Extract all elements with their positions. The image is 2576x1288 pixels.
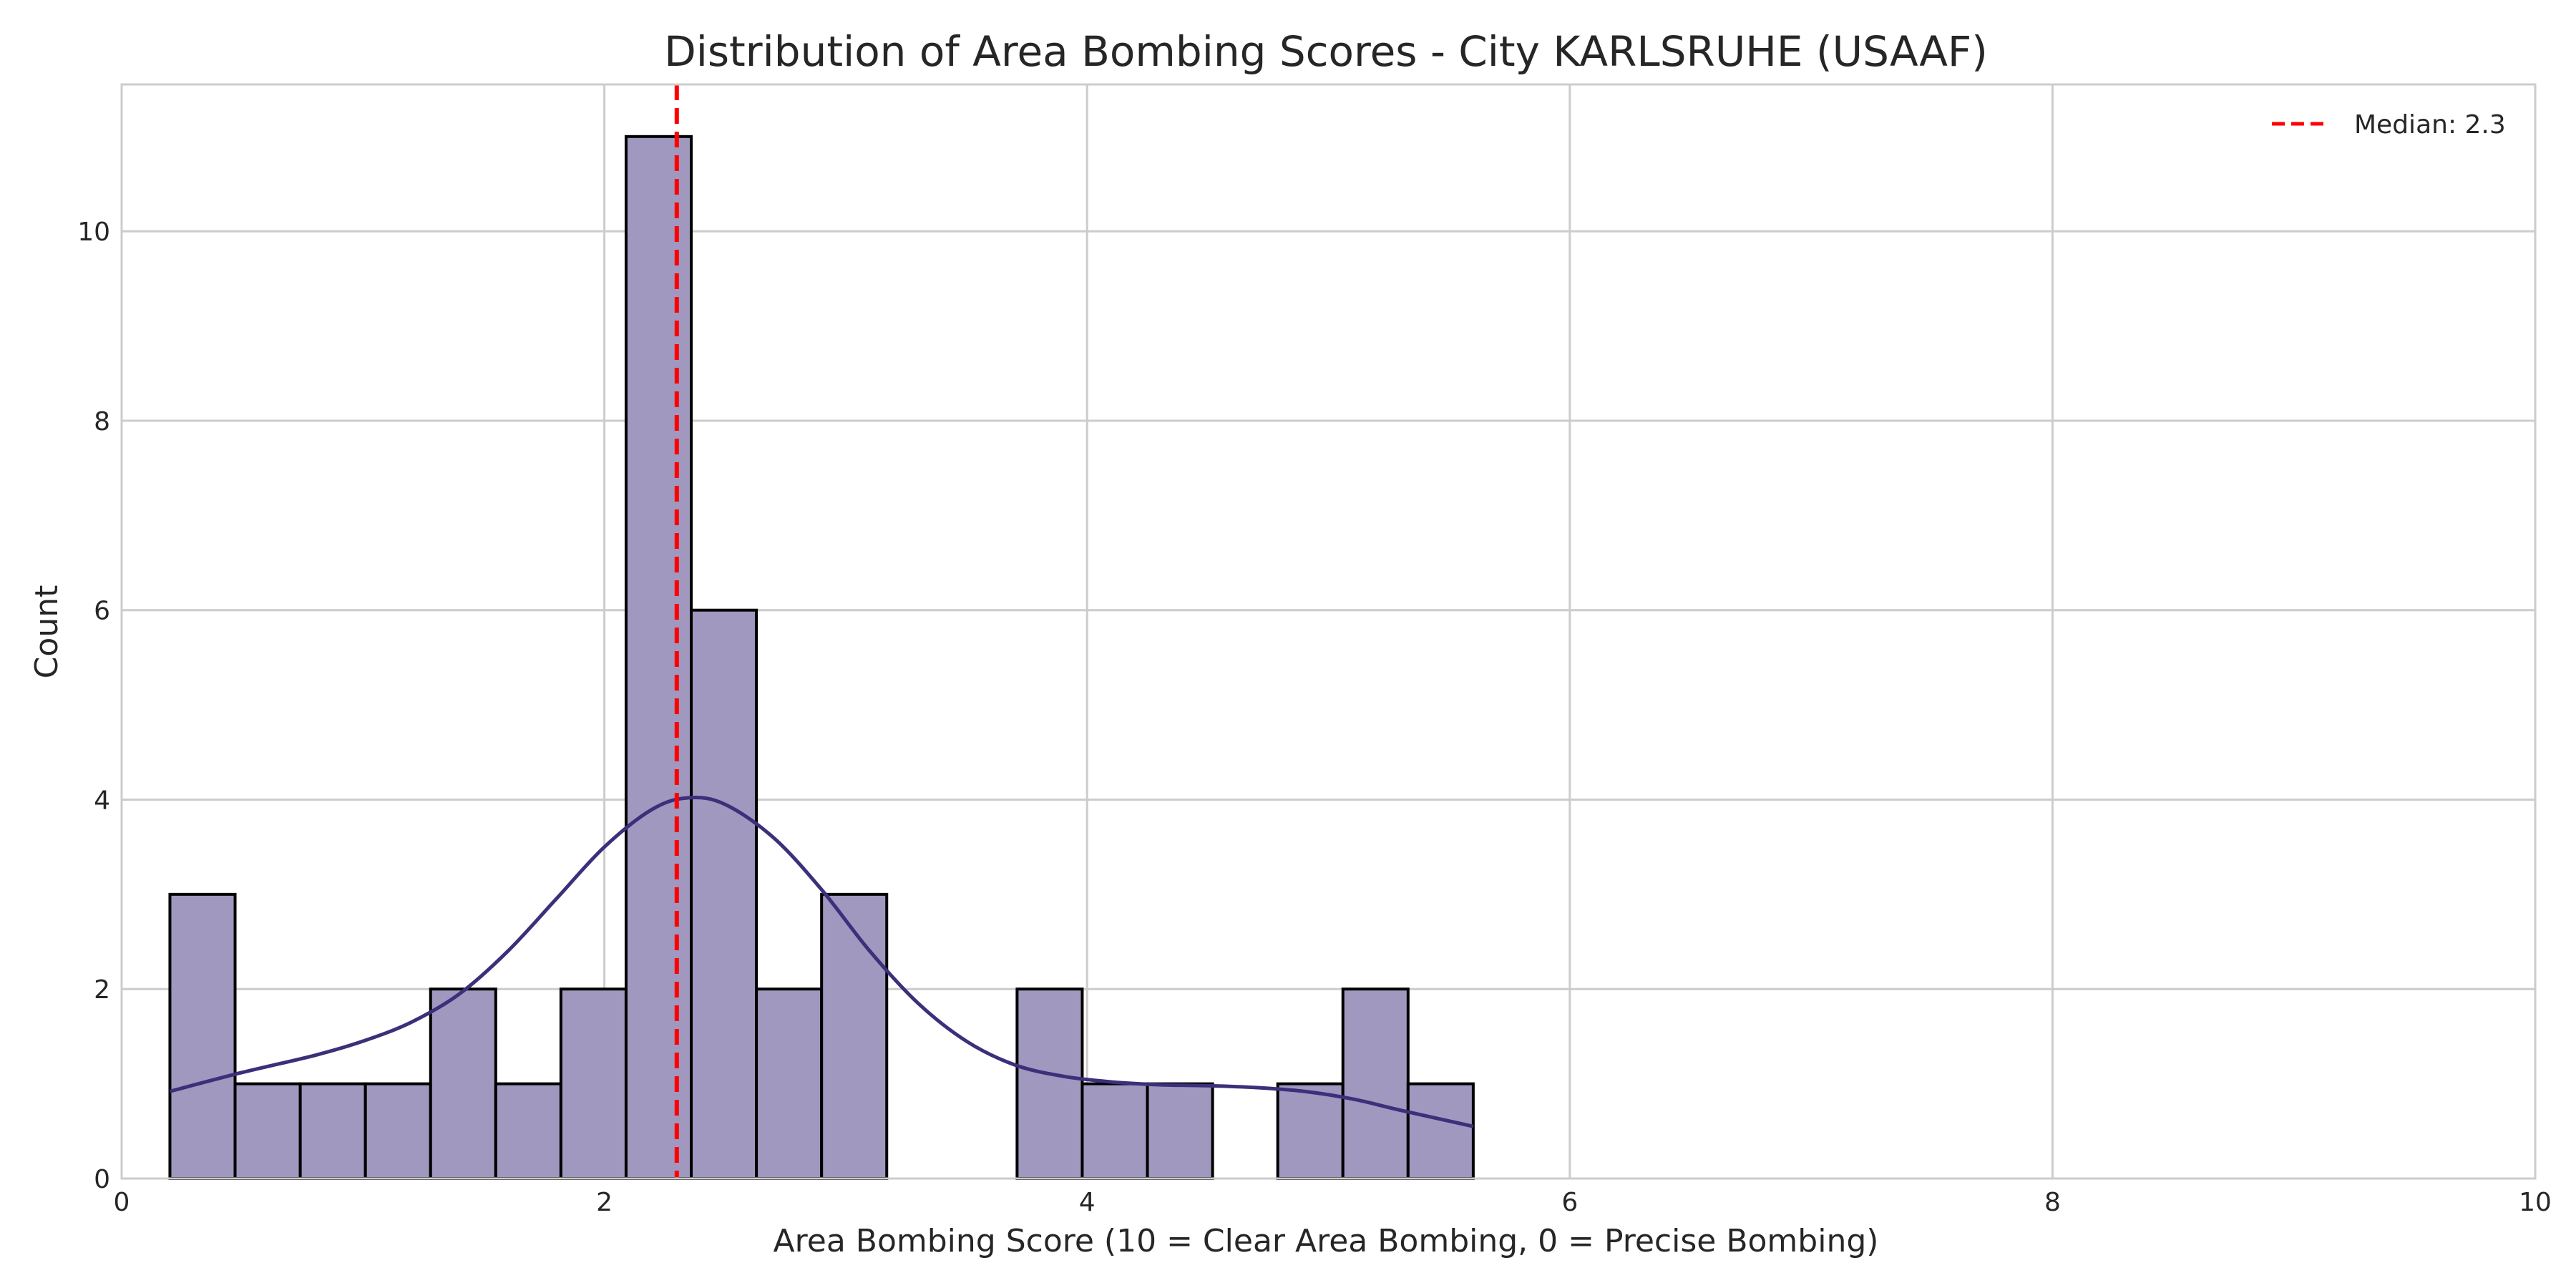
histogram-bar <box>755 987 824 1180</box>
x-tick-label: 8 <box>2044 1188 2061 1217</box>
x-axis-label: Area Bombing Score (10 = Clear Area Bomb… <box>774 1223 1879 1259</box>
y-tick-label: 6 <box>94 597 110 626</box>
legend: Median: 2.3 <box>2272 110 2506 140</box>
y-tick-label: 8 <box>94 407 110 436</box>
histogram-bar <box>1341 987 1410 1180</box>
histogram-bar <box>559 987 628 1180</box>
y-axis-label: Count <box>29 585 65 679</box>
y-tick-label: 0 <box>94 1165 110 1194</box>
x-tick-label: 4 <box>1079 1188 1096 1217</box>
y-tick-label: 4 <box>94 786 110 815</box>
chart-title: Distribution of Area Bombing Scores - Ci… <box>664 27 1988 76</box>
plot-frame <box>120 83 2537 1180</box>
histogram-bar <box>168 892 237 1181</box>
histogram-bars <box>168 135 1475 1181</box>
histogram-bar <box>429 987 497 1180</box>
histogram-bar <box>364 1082 432 1180</box>
histogram-bar <box>494 1082 562 1180</box>
y-tick-label: 2 <box>94 975 110 1005</box>
kde-curve <box>169 796 1474 1128</box>
y-tick-label: 10 <box>77 218 110 247</box>
x-tick-labels: 0 2 4 6 8 10 <box>114 1188 2552 1217</box>
legend-median-label: Median: 2.3 <box>2354 110 2506 140</box>
histogram-bar <box>1146 1082 1214 1180</box>
histogram-bar <box>624 135 693 1180</box>
histogram-bar <box>820 892 889 1181</box>
histogram-bar <box>1080 1082 1149 1180</box>
kde-curve-group <box>169 796 1474 1128</box>
histogram-bar <box>233 1082 302 1180</box>
y-tick-labels: 0 2 4 6 8 10 <box>77 218 110 1194</box>
x-tick-label: 0 <box>114 1188 130 1217</box>
x-tick-label: 6 <box>1561 1188 1578 1217</box>
histogram-bar <box>690 608 758 1180</box>
histogram-bar <box>298 1082 367 1180</box>
histogram-bar <box>1406 1082 1475 1180</box>
histogram-bar <box>1015 987 1084 1180</box>
x-tick-label: 2 <box>596 1188 613 1217</box>
histogram-bar <box>1276 1082 1345 1180</box>
x-tick-label: 10 <box>2519 1188 2552 1217</box>
